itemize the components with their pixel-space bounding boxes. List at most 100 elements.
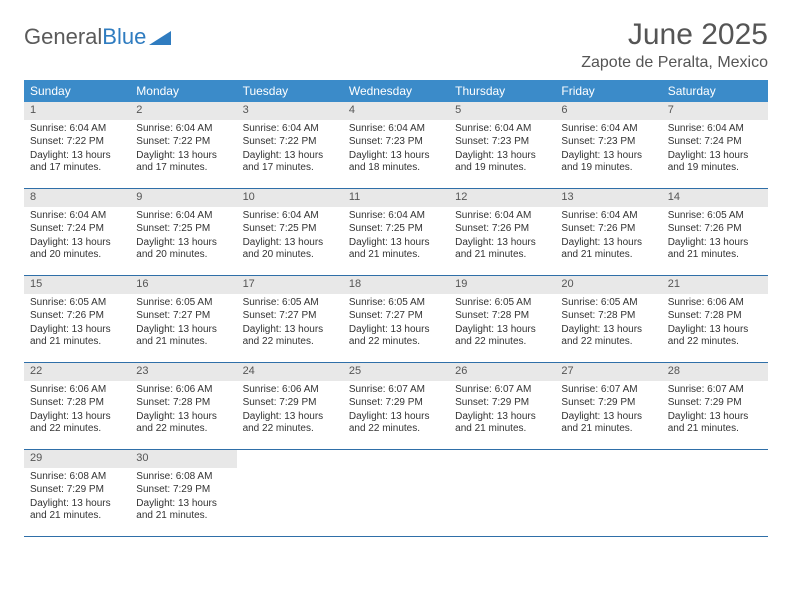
calendar-day: 22Sunrise: 6:06 AMSunset: 7:28 PMDayligh…: [24, 363, 130, 449]
calendar-day: 3Sunrise: 6:04 AMSunset: 7:22 PMDaylight…: [237, 102, 343, 188]
day-number: 6: [555, 102, 661, 120]
day-body: Sunrise: 6:08 AMSunset: 7:29 PMDaylight:…: [130, 468, 236, 529]
title-block: June 2025 Zapote de Peralta, Mexico: [581, 18, 768, 72]
sunset-line: Sunset: 7:24 PM: [30, 223, 124, 236]
sunset-line: Sunset: 7:29 PM: [136, 484, 230, 497]
day-number: 28: [662, 363, 768, 381]
daylight-line: Daylight: 13 hours and 22 minutes.: [243, 324, 337, 349]
sunrise-line: Sunrise: 6:04 AM: [668, 123, 762, 136]
calendar-week: 22Sunrise: 6:06 AMSunset: 7:28 PMDayligh…: [24, 363, 768, 450]
calendar-day: 23Sunrise: 6:06 AMSunset: 7:28 PMDayligh…: [130, 363, 236, 449]
calendar-day-empty: [237, 450, 343, 536]
daylight-line: Daylight: 13 hours and 21 minutes.: [349, 237, 443, 262]
day-header: Friday: [555, 80, 661, 102]
sunrise-line: Sunrise: 6:04 AM: [455, 123, 549, 136]
daylight-line: Daylight: 13 hours and 21 minutes.: [455, 411, 549, 436]
daylight-line: Daylight: 13 hours and 22 minutes.: [30, 411, 124, 436]
sunset-line: Sunset: 7:26 PM: [561, 223, 655, 236]
calendar-day-empty: [343, 450, 449, 536]
logo-text-2: Blue: [102, 24, 146, 50]
daylight-line: Daylight: 13 hours and 17 minutes.: [243, 150, 337, 175]
sunset-line: Sunset: 7:22 PM: [30, 136, 124, 149]
sunset-line: Sunset: 7:29 PM: [561, 397, 655, 410]
calendar-day: 18Sunrise: 6:05 AMSunset: 7:27 PMDayligh…: [343, 276, 449, 362]
calendar-day-empty: [555, 450, 661, 536]
day-number: 16: [130, 276, 236, 294]
day-body: Sunrise: 6:04 AMSunset: 7:22 PMDaylight:…: [130, 120, 236, 181]
day-number: 27: [555, 363, 661, 381]
day-body: Sunrise: 6:07 AMSunset: 7:29 PMDaylight:…: [662, 381, 768, 442]
daylight-line: Daylight: 13 hours and 21 minutes.: [668, 411, 762, 436]
daylight-line: Daylight: 13 hours and 21 minutes.: [455, 237, 549, 262]
daylight-line: Daylight: 13 hours and 21 minutes.: [668, 237, 762, 262]
day-body: Sunrise: 6:05 AMSunset: 7:27 PMDaylight:…: [343, 294, 449, 355]
day-body: Sunrise: 6:08 AMSunset: 7:29 PMDaylight:…: [24, 468, 130, 529]
day-number: 29: [24, 450, 130, 468]
calendar-day: 10Sunrise: 6:04 AMSunset: 7:25 PMDayligh…: [237, 189, 343, 275]
sunrise-line: Sunrise: 6:05 AM: [349, 297, 443, 310]
sunset-line: Sunset: 7:26 PM: [668, 223, 762, 236]
day-body: Sunrise: 6:04 AMSunset: 7:23 PMDaylight:…: [555, 120, 661, 181]
logo-text-1: General: [24, 24, 102, 50]
calendar-week: 1Sunrise: 6:04 AMSunset: 7:22 PMDaylight…: [24, 102, 768, 189]
calendar-week: 8Sunrise: 6:04 AMSunset: 7:24 PMDaylight…: [24, 189, 768, 276]
day-number: 2: [130, 102, 236, 120]
calendar-day: 24Sunrise: 6:06 AMSunset: 7:29 PMDayligh…: [237, 363, 343, 449]
day-number: 26: [449, 363, 555, 381]
sunrise-line: Sunrise: 6:05 AM: [30, 297, 124, 310]
calendar-day-empty: [449, 450, 555, 536]
sunset-line: Sunset: 7:29 PM: [349, 397, 443, 410]
day-header: Thursday: [449, 80, 555, 102]
daylight-line: Daylight: 13 hours and 20 minutes.: [30, 237, 124, 262]
sunset-line: Sunset: 7:23 PM: [455, 136, 549, 149]
day-body: Sunrise: 6:04 AMSunset: 7:26 PMDaylight:…: [555, 207, 661, 268]
sunrise-line: Sunrise: 6:08 AM: [136, 471, 230, 484]
sunrise-line: Sunrise: 6:06 AM: [243, 384, 337, 397]
daylight-line: Daylight: 13 hours and 22 minutes.: [668, 324, 762, 349]
sunset-line: Sunset: 7:29 PM: [243, 397, 337, 410]
calendar-day: 17Sunrise: 6:05 AMSunset: 7:27 PMDayligh…: [237, 276, 343, 362]
calendar-day: 14Sunrise: 6:05 AMSunset: 7:26 PMDayligh…: [662, 189, 768, 275]
calendar: SundayMondayTuesdayWednesdayThursdayFrid…: [24, 80, 768, 537]
calendar-day: 2Sunrise: 6:04 AMSunset: 7:22 PMDaylight…: [130, 102, 236, 188]
day-number: 11: [343, 189, 449, 207]
day-number: 24: [237, 363, 343, 381]
daylight-line: Daylight: 13 hours and 22 minutes.: [136, 411, 230, 436]
sunrise-line: Sunrise: 6:05 AM: [561, 297, 655, 310]
day-body: Sunrise: 6:05 AMSunset: 7:28 PMDaylight:…: [449, 294, 555, 355]
calendar-day: 15Sunrise: 6:05 AMSunset: 7:26 PMDayligh…: [24, 276, 130, 362]
calendar-day: 19Sunrise: 6:05 AMSunset: 7:28 PMDayligh…: [449, 276, 555, 362]
day-number: 30: [130, 450, 236, 468]
day-number: 3: [237, 102, 343, 120]
day-number: 4: [343, 102, 449, 120]
sunrise-line: Sunrise: 6:04 AM: [243, 210, 337, 223]
calendar-week: 15Sunrise: 6:05 AMSunset: 7:26 PMDayligh…: [24, 276, 768, 363]
sunset-line: Sunset: 7:28 PM: [455, 310, 549, 323]
day-body: Sunrise: 6:04 AMSunset: 7:26 PMDaylight:…: [449, 207, 555, 268]
calendar-day: 5Sunrise: 6:04 AMSunset: 7:23 PMDaylight…: [449, 102, 555, 188]
calendar-day: 25Sunrise: 6:07 AMSunset: 7:29 PMDayligh…: [343, 363, 449, 449]
sunrise-line: Sunrise: 6:04 AM: [136, 210, 230, 223]
sunrise-line: Sunrise: 6:07 AM: [561, 384, 655, 397]
sunrise-line: Sunrise: 6:04 AM: [136, 123, 230, 136]
day-number: 25: [343, 363, 449, 381]
sunrise-line: Sunrise: 6:04 AM: [349, 210, 443, 223]
daylight-line: Daylight: 13 hours and 22 minutes.: [561, 324, 655, 349]
daylight-line: Daylight: 13 hours and 21 minutes.: [136, 324, 230, 349]
sunset-line: Sunset: 7:25 PM: [243, 223, 337, 236]
sunrise-line: Sunrise: 6:04 AM: [349, 123, 443, 136]
day-header: Saturday: [662, 80, 768, 102]
daylight-line: Daylight: 13 hours and 20 minutes.: [136, 237, 230, 262]
calendar-day: 26Sunrise: 6:07 AMSunset: 7:29 PMDayligh…: [449, 363, 555, 449]
daylight-line: Daylight: 13 hours and 17 minutes.: [30, 150, 124, 175]
calendar-day: 28Sunrise: 6:07 AMSunset: 7:29 PMDayligh…: [662, 363, 768, 449]
day-header: Wednesday: [343, 80, 449, 102]
calendar-day: 16Sunrise: 6:05 AMSunset: 7:27 PMDayligh…: [130, 276, 236, 362]
daylight-line: Daylight: 13 hours and 19 minutes.: [668, 150, 762, 175]
day-header: Sunday: [24, 80, 130, 102]
day-body: Sunrise: 6:07 AMSunset: 7:29 PMDaylight:…: [343, 381, 449, 442]
calendar-day: 12Sunrise: 6:04 AMSunset: 7:26 PMDayligh…: [449, 189, 555, 275]
day-body: Sunrise: 6:05 AMSunset: 7:27 PMDaylight:…: [237, 294, 343, 355]
daylight-line: Daylight: 13 hours and 22 minutes.: [455, 324, 549, 349]
daylight-line: Daylight: 13 hours and 22 minutes.: [349, 324, 443, 349]
